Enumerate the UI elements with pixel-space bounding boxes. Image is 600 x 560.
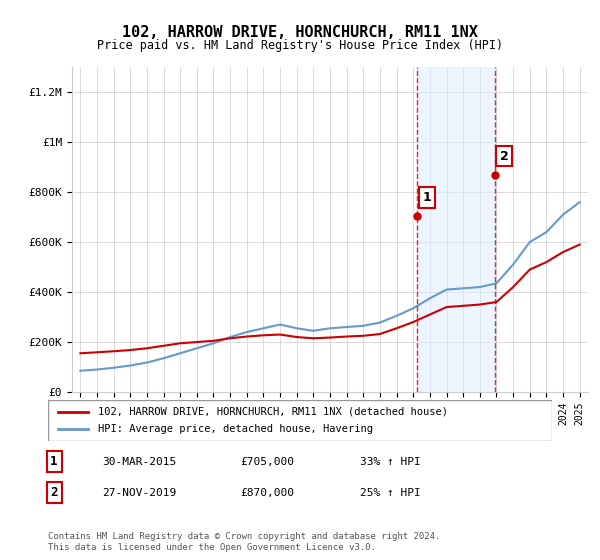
Text: £705,000: £705,000 bbox=[240, 457, 294, 466]
Text: 25% ↑ HPI: 25% ↑ HPI bbox=[360, 488, 421, 497]
Text: Price paid vs. HM Land Registry's House Price Index (HPI): Price paid vs. HM Land Registry's House … bbox=[97, 39, 503, 52]
Text: 1: 1 bbox=[422, 191, 431, 204]
Text: 102, HARROW DRIVE, HORNCHURCH, RM11 1NX (detached house): 102, HARROW DRIVE, HORNCHURCH, RM11 1NX … bbox=[98, 407, 448, 417]
Text: 2: 2 bbox=[50, 486, 58, 499]
Text: 1: 1 bbox=[50, 455, 58, 468]
Text: Contains HM Land Registry data © Crown copyright and database right 2024.
This d: Contains HM Land Registry data © Crown c… bbox=[48, 532, 440, 552]
Bar bbox=[418, 67, 495, 392]
Text: £870,000: £870,000 bbox=[240, 488, 294, 497]
Text: 33% ↑ HPI: 33% ↑ HPI bbox=[360, 457, 421, 466]
Text: 2: 2 bbox=[500, 150, 509, 162]
FancyBboxPatch shape bbox=[48, 400, 552, 441]
Text: HPI: Average price, detached house, Havering: HPI: Average price, detached house, Have… bbox=[98, 424, 373, 435]
Text: 102, HARROW DRIVE, HORNCHURCH, RM11 1NX: 102, HARROW DRIVE, HORNCHURCH, RM11 1NX bbox=[122, 25, 478, 40]
Text: 27-NOV-2019: 27-NOV-2019 bbox=[102, 488, 176, 497]
Text: 30-MAR-2015: 30-MAR-2015 bbox=[102, 457, 176, 466]
